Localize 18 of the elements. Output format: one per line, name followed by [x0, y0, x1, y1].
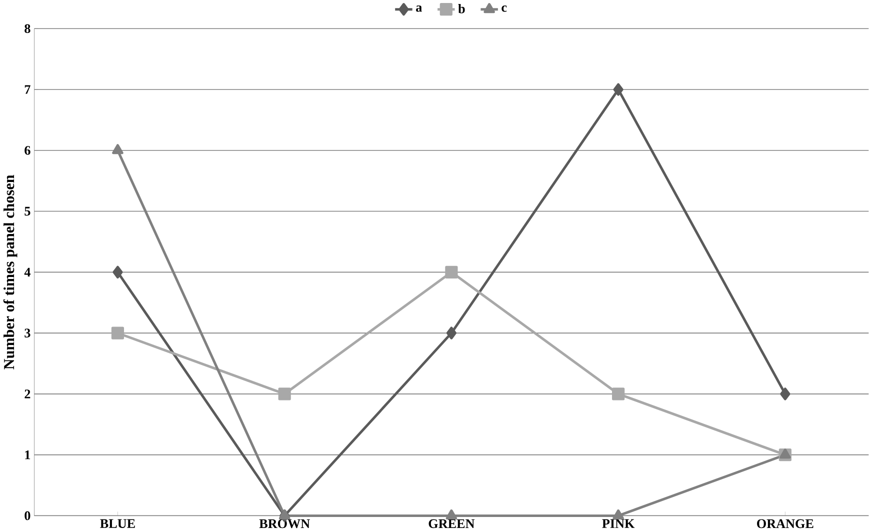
y-tick-label: 8 — [24, 24, 30, 34]
y-tick-label: 0 — [24, 512, 30, 520]
y-tick-label: 2 — [24, 390, 30, 399]
y-tick-label: 7 — [24, 85, 30, 94]
y-tick-label: 5 — [24, 207, 30, 216]
y-axis-title: Number of times panel chosen — [3, 175, 18, 370]
y-tick-label: 3 — [24, 328, 30, 338]
x-tick-label: BLUE — [100, 520, 135, 528]
x-tick-label: GREEN — [428, 520, 475, 528]
legend-label: a — [416, 6, 422, 12]
y-tick-label: 6 — [24, 146, 30, 156]
y-tick-label: 4 — [24, 268, 30, 277]
legend-label: b — [458, 4, 465, 14]
x-tick-label: PINK — [602, 520, 635, 528]
x-tick-label: ORANGE — [757, 520, 814, 528]
y-tick-label: 1 — [25, 450, 30, 460]
legend-label: c — [502, 6, 507, 12]
x-tick-label: BROWN — [259, 520, 310, 528]
